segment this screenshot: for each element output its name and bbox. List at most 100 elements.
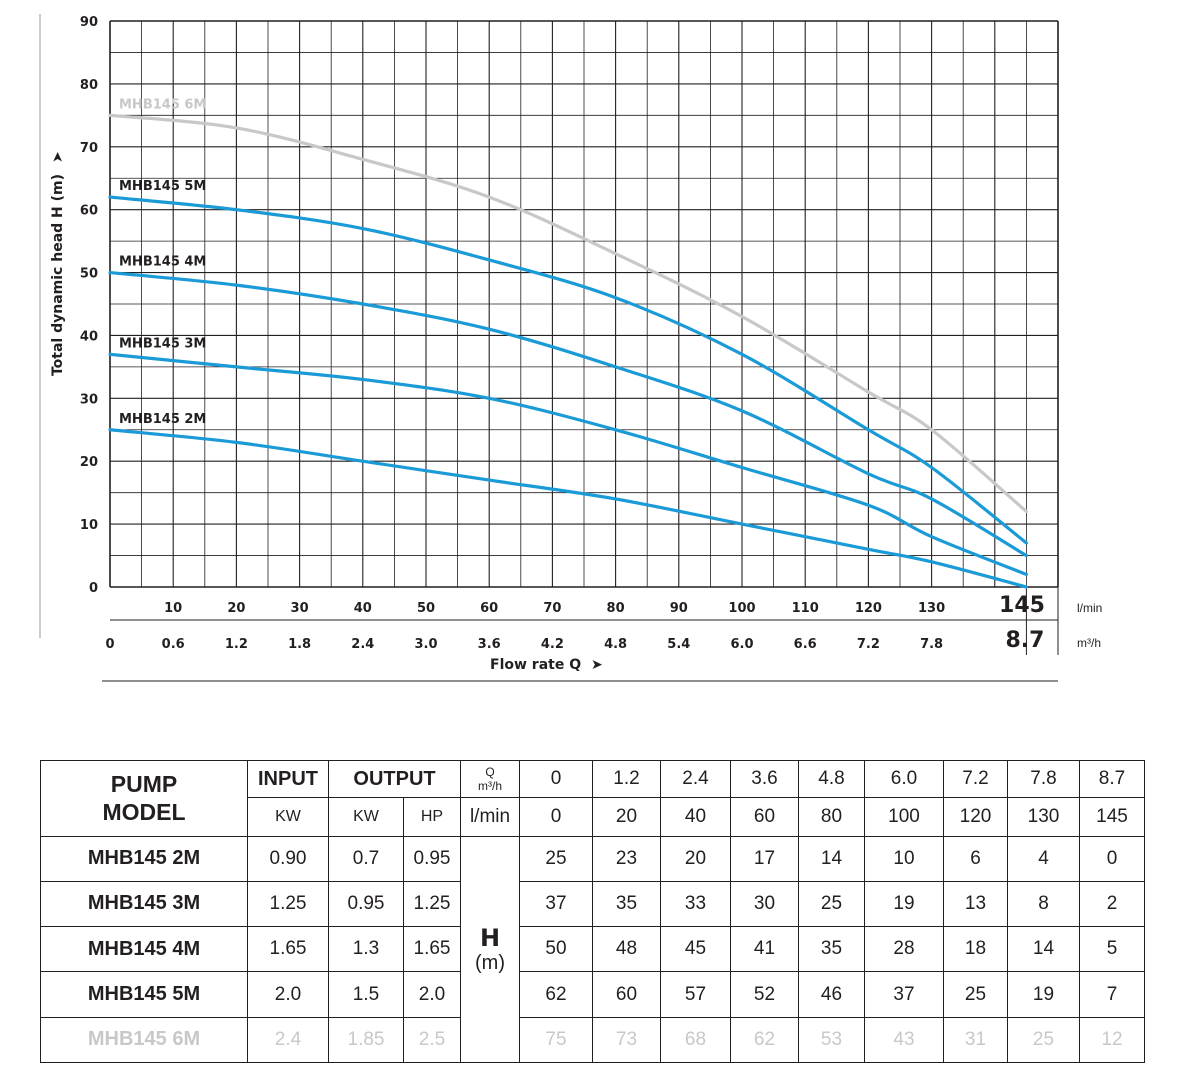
lmin-value: 20 [592, 797, 661, 837]
x-m3h-end-value: 8.7 [1006, 628, 1045, 653]
head-value: 46 [798, 971, 865, 1018]
x-tick-label-lmin: 60 [480, 601, 498, 616]
head-value: 75 [519, 1016, 593, 1064]
head-value: 60 [592, 971, 661, 1018]
y-axis-title: Total dynamic head H (m) [50, 174, 66, 376]
model-header-line2: MODEL [102, 799, 186, 826]
lmin-value: 40 [660, 797, 731, 837]
head-unit: (m) [475, 951, 505, 974]
table-row: MHB145 3M 1.25 0.95 1.25 37 35 33 30 25 19 13 8 2 [40, 880, 1145, 928]
head-value: 33 [660, 880, 731, 928]
head-value: 57 [660, 971, 731, 1018]
x-tick-label-lmin: 40 [354, 601, 372, 616]
x-tick-label-lmin: 100 [728, 601, 755, 616]
output-kw-value: 0.7 [328, 835, 404, 882]
x-m3h-unit: m³/h [1077, 636, 1101, 650]
head-label: H [479, 923, 501, 952]
q-unit: m³/h [478, 779, 502, 794]
y-axis-ticks: 0 10 20 30 40 50 60 70 80 90 [80, 15, 98, 596]
x-tick-label-lmin: 10 [164, 601, 182, 616]
q-value: 6.0 [864, 759, 944, 799]
curve-label: MHB145 3M [119, 336, 206, 351]
output-kw-value: 1.3 [328, 926, 404, 973]
y-tick-label: 20 [80, 455, 98, 470]
x-tick-label-m3h: 6.6 [794, 637, 817, 652]
head-value: 19 [864, 880, 944, 928]
q-value: 7.8 [1007, 759, 1080, 799]
head-value: 41 [730, 926, 799, 973]
head-value: 35 [592, 880, 661, 928]
output-hp-value: 2.5 [403, 1016, 461, 1064]
x-tick-label-lmin: 90 [670, 601, 688, 616]
y-tick-label: 40 [80, 329, 98, 344]
head-value: 4 [1007, 835, 1080, 882]
x-tick-label-lmin: 50 [417, 601, 435, 616]
curve-label: MHB145 4M [119, 255, 206, 270]
x-axis-arrow-icon: ➤ [591, 657, 603, 673]
curve-label: MHB145 5M [119, 179, 206, 194]
head-value: 25 [519, 835, 593, 882]
head-value: 68 [660, 1016, 731, 1064]
spec-table: PUMP MODEL INPUT OUTPUT Q m³/h 0 1.2 2.4… [40, 759, 1145, 1064]
head-unit-cell: H (m) [460, 835, 520, 1063]
x-tick-label-m3h: 3.6 [478, 637, 501, 652]
x-tick-label-m3h: 1.8 [288, 637, 311, 652]
input-kw-value: 1.65 [247, 926, 329, 973]
pump-model-name: MHB145 3M [40, 880, 248, 928]
curves [108, 113, 1028, 589]
head-value: 14 [1007, 926, 1080, 973]
q-header: Q m³/h [460, 759, 520, 799]
head-value: 30 [730, 880, 799, 928]
table-row: MHB145 5M 2.0 1.5 2.0 62 60 57 52 46 37 25 19 7 [40, 971, 1145, 1018]
y-tick-label: 60 [80, 204, 98, 219]
curve-mhb145-3m [108, 352, 1028, 577]
head-value: 28 [864, 926, 944, 973]
x-tick-label-m3h: 4.2 [541, 637, 564, 652]
head-value: 2 [1079, 880, 1145, 928]
y-tick-label: 50 [80, 267, 98, 282]
q-value: 4.8 [798, 759, 865, 799]
q-value: 7.2 [943, 759, 1008, 799]
x-tick-label-m3h: 0.6 [162, 637, 185, 652]
head-value: 7 [1079, 971, 1145, 1018]
curve-mhb145-4m [108, 270, 1028, 558]
curve-label: MHB145 2M [119, 412, 206, 427]
output-hp-value: 1.25 [403, 880, 461, 928]
pump-model-name: MHB145 2M [40, 835, 248, 882]
output-kw-value: 1.5 [328, 971, 404, 1018]
x-lmin-unit: l/min [1077, 601, 1102, 615]
x-tick-label-m3h: 1.2 [225, 637, 248, 652]
head-value: 45 [660, 926, 731, 973]
lmin-value: 145 [1079, 797, 1145, 837]
output-hp-value: 0.95 [403, 835, 461, 882]
q-value: 2.4 [660, 759, 731, 799]
head-value: 62 [519, 971, 593, 1018]
x-tick-label-lmin: 20 [227, 601, 245, 616]
head-value: 52 [730, 971, 799, 1018]
head-value: 13 [943, 880, 1008, 928]
head-value: 37 [864, 971, 944, 1018]
x-tick-label-m3h: 6.0 [730, 637, 753, 652]
lmin-value: 130 [1007, 797, 1080, 837]
table-row: MHB145 4M 1.65 1.3 1.65 50 48 45 41 35 28 18 14 5 [40, 926, 1145, 973]
pump-model-name: MHB145 6M [40, 1016, 248, 1064]
x-tick-label-m3h: 0 [105, 637, 114, 652]
lmin-value: 0 [519, 797, 593, 837]
head-value: 50 [519, 926, 593, 973]
x-tick-label-lmin: 80 [607, 601, 625, 616]
head-value: 25 [798, 880, 865, 928]
q-label: Q [485, 765, 495, 780]
curve-label: MHB145 6M [119, 97, 206, 112]
head-value: 31 [943, 1016, 1008, 1064]
y-axis-arrow-icon: ➤ [50, 151, 66, 163]
head-value: 48 [592, 926, 661, 973]
x-tick-label-lmin: 70 [543, 601, 561, 616]
head-value: 12 [1079, 1016, 1145, 1064]
head-value: 23 [592, 835, 661, 882]
x-tick-label-lmin: 110 [792, 601, 819, 616]
output-hp-value: 1.65 [403, 926, 461, 973]
x-tick-label-m3h: 7.8 [920, 637, 943, 652]
y-tick-label: 10 [80, 518, 98, 533]
curve-mhb145-2m [108, 428, 1028, 589]
head-value: 43 [864, 1016, 944, 1064]
